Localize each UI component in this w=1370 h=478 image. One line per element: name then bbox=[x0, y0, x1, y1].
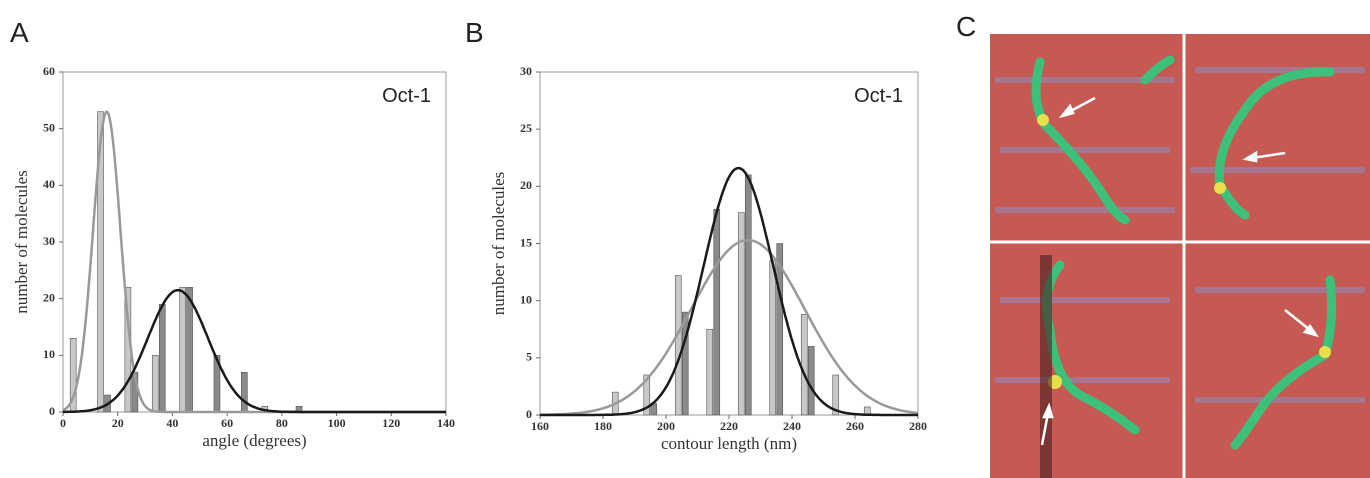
bar bbox=[241, 372, 248, 413]
bar bbox=[179, 287, 186, 413]
image-background bbox=[990, 34, 1370, 478]
fit-curve bbox=[540, 166, 918, 417]
x-tick-label: 260 bbox=[846, 419, 864, 433]
x-tick-label: 20 bbox=[112, 416, 124, 430]
y-tick-label: 25 bbox=[520, 121, 532, 135]
x-tick-label: 280 bbox=[909, 419, 927, 433]
chart-title: Oct-1 bbox=[382, 85, 431, 107]
bar bbox=[737, 212, 745, 416]
bar bbox=[643, 374, 651, 416]
plot-frame bbox=[539, 71, 919, 416]
bar bbox=[151, 355, 159, 413]
bar bbox=[807, 346, 815, 416]
panel-label: A bbox=[10, 17, 29, 48]
chart: 0 10 20 30 40 50 60 0 20 40 60 80 100 120 140 Oct-1 angl… bbox=[12, 64, 455, 450]
y-axis-label: number of molecules bbox=[489, 172, 508, 316]
y-tick-label: 20 bbox=[43, 290, 55, 304]
x-tick-label: 100 bbox=[328, 416, 346, 430]
x-tick-label: 220 bbox=[720, 419, 738, 433]
y-axis-label: number of molecules bbox=[12, 170, 31, 314]
x-tick-label: 120 bbox=[382, 416, 400, 430]
x-tick-label: 140 bbox=[437, 416, 455, 430]
y-tick-label: 0 bbox=[49, 404, 55, 418]
bar bbox=[769, 260, 777, 416]
panel-label: B bbox=[465, 17, 484, 48]
fit-curve bbox=[540, 238, 919, 417]
chart: 0 5 10 15 20 25 30 160 180 200 220 240 260 280 Oct-1 co… bbox=[489, 64, 927, 453]
bar bbox=[744, 174, 752, 416]
afm-images bbox=[990, 34, 1370, 478]
x-tick-label: 200 bbox=[657, 419, 675, 433]
bar bbox=[800, 314, 808, 416]
bar bbox=[681, 311, 689, 416]
image-texture bbox=[995, 67, 1365, 403]
y-tick-label: 15 bbox=[520, 235, 532, 249]
x-tick-label: 80 bbox=[276, 416, 288, 430]
bar bbox=[674, 275, 682, 416]
bar bbox=[832, 374, 840, 416]
bar bbox=[713, 208, 721, 416]
y-tick-label: 0 bbox=[526, 407, 532, 421]
x-tick-label: 180 bbox=[594, 419, 612, 433]
x-axis-label: contour length (nm) bbox=[661, 434, 797, 453]
chart-title: Oct-1 bbox=[854, 85, 903, 107]
y-tick-label: 30 bbox=[43, 234, 55, 248]
bar bbox=[186, 287, 193, 413]
x-tick-label: 240 bbox=[783, 419, 801, 433]
bar bbox=[706, 328, 714, 416]
arrow bbox=[1040, 96, 1319, 446]
fit-curve bbox=[63, 288, 446, 414]
y-tick-label: 30 bbox=[520, 64, 532, 78]
y-tick-label: 10 bbox=[520, 292, 532, 306]
panel-label: C bbox=[956, 11, 976, 42]
x-tick-label: 0 bbox=[60, 416, 66, 430]
x-tick-label: 160 bbox=[531, 419, 549, 433]
bar bbox=[97, 111, 104, 413]
y-tick-label: 20 bbox=[520, 178, 532, 192]
bar bbox=[158, 304, 166, 413]
y-tick-label: 5 bbox=[526, 350, 532, 364]
y-tick-label: 10 bbox=[43, 347, 55, 361]
y-tick-label: 40 bbox=[43, 177, 55, 191]
x-tick-label: 60 bbox=[221, 416, 233, 430]
image-artifact bbox=[1040, 255, 1052, 478]
bar bbox=[776, 243, 784, 416]
y-tick-label: 50 bbox=[43, 120, 55, 134]
x-tick-label: 40 bbox=[166, 416, 178, 430]
y-tick-label: 60 bbox=[43, 64, 55, 78]
divider bbox=[990, 34, 1370, 478]
fit-curve bbox=[62, 110, 446, 414]
x-axis-label: angle (degrees) bbox=[202, 431, 306, 450]
